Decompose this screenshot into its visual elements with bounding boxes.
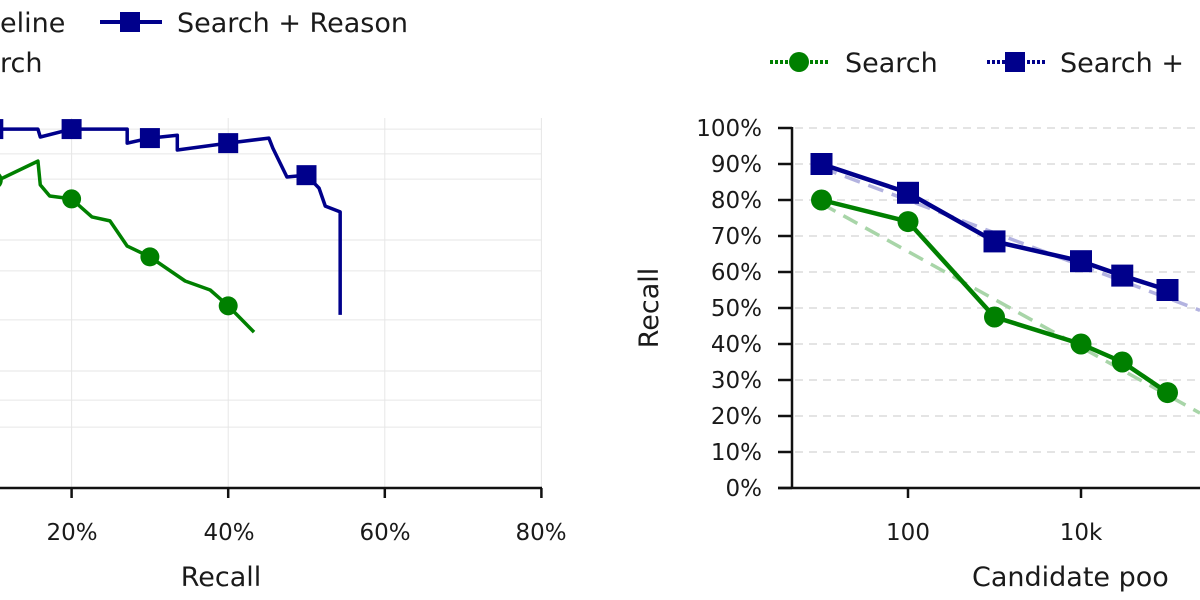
right-square-marker (897, 181, 919, 204)
right-circle-marker (811, 189, 832, 211)
right-y-tick-label: 40% (711, 332, 762, 358)
legend-label-baseline: eline (0, 8, 65, 39)
legend-label-search-reason: Search + Reason (177, 8, 408, 39)
right-y-tick-label: 60% (711, 260, 762, 286)
right-square-marker (810, 153, 833, 175)
right-square-marker (1156, 279, 1179, 301)
right-y-tick-labels: 0% 10% 20% 30% 40% 50% 60% 70% 80% 90% 100% (696, 116, 762, 502)
right-circle-marker (1070, 333, 1092, 355)
right-square-marker (983, 230, 1006, 253)
left-series-line (0, 127, 342, 315)
right-circle-marker (897, 211, 919, 233)
right-x-tick-label: 10k (1060, 520, 1103, 546)
right-circle-marker (1157, 382, 1178, 404)
left-circle-marker (218, 296, 238, 316)
left-x-axis-label: Recall (181, 562, 262, 593)
right-y-tick-label: 0% (726, 476, 763, 502)
left-x-tick-label: 40% (203, 520, 254, 546)
right-x-tick-label: 100 (886, 520, 930, 546)
right-y-tick-label: 80% (711, 188, 762, 214)
left-square-marker (0, 119, 4, 140)
left-x-tick-label: 20% (46, 520, 97, 546)
right-plot-grid (778, 126, 1200, 498)
right-y-axis-label: Recall (634, 268, 665, 349)
right-y-tick-label: 20% (711, 404, 762, 430)
left-square-marker (218, 133, 239, 154)
right-y-tick-label: 30% (711, 368, 762, 394)
left-square-marker (296, 165, 317, 186)
right-x-axis-label: Candidate poo (972, 562, 1169, 593)
left-circle-marker (62, 189, 82, 209)
right-y-tick-label: 90% (711, 152, 762, 178)
right-square-marker (1070, 250, 1092, 273)
legend-square-marker (120, 12, 140, 32)
right-y-tick-label: 70% (711, 224, 762, 250)
right-y-tick-label: 10% (711, 440, 762, 466)
right-trend-line (820, 165, 1200, 312)
right-y-tick-label: 100% (696, 116, 762, 142)
left-circle-marker (0, 173, 3, 187)
legend-circle-marker (789, 52, 809, 72)
legend-label-search-plus: Search + (1060, 48, 1184, 79)
legend-square-marker (1005, 52, 1025, 72)
right-legend: Search Search + (770, 48, 1184, 79)
right-trend-line (820, 202, 1200, 415)
left-square-marker (61, 119, 82, 140)
left-x-tick-label: 60% (359, 520, 410, 546)
legend-label-search: Search (845, 48, 938, 79)
left-square-marker (139, 128, 160, 149)
plot-marks (0, 119, 1200, 415)
left-legend: eline rch Search + Reason (0, 8, 408, 79)
left-circle-marker (140, 247, 160, 267)
right-square-marker (1111, 264, 1134, 287)
right-circle-marker (984, 306, 1005, 328)
left-series-line (0, 159, 256, 334)
right-y-tick-label: 50% (711, 296, 762, 322)
right-circle-marker (1111, 351, 1133, 373)
left-plot-grid (0, 118, 543, 498)
legend-label-search: rch (0, 48, 42, 79)
left-x-tick-label: 80% (515, 520, 566, 546)
